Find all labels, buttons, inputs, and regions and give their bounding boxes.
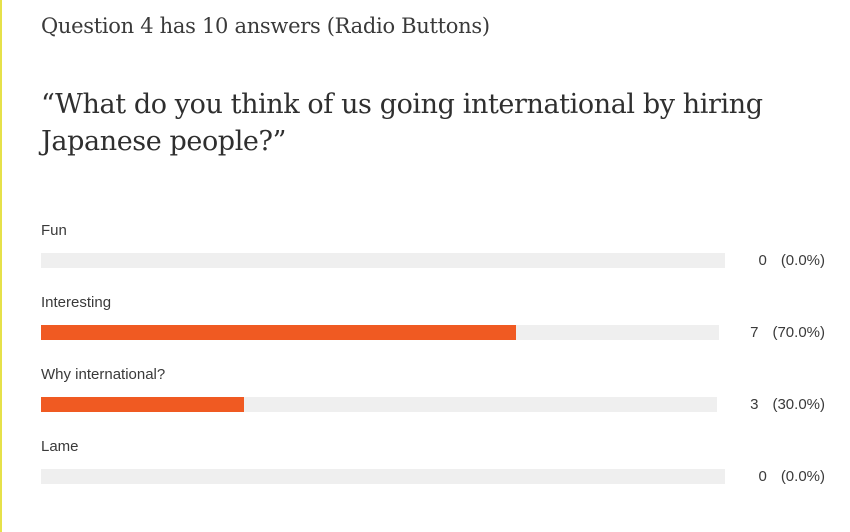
answer-bar-track — [41, 325, 719, 340]
answer-percent: (70.0%) — [772, 324, 825, 341]
answer-count: 0 — [758, 468, 767, 485]
answer-bar-track — [41, 397, 717, 412]
answer-row-lame: Lame 0 (0.0%) — [41, 434, 831, 506]
answer-row-why-international: Why international? 3 (30.0%) — [41, 362, 831, 434]
answer-count: 7 — [750, 324, 759, 341]
answer-results-list: Fun 0 (0.0%) Interesting 7 (70.0%) Why int… — [41, 218, 831, 506]
answer-bar-track — [41, 253, 725, 268]
answer-count: 3 — [750, 396, 759, 413]
answer-row-interesting: Interesting 7 (70.0%) — [41, 290, 831, 362]
answer-stats: 0 (0.0%) — [758, 468, 825, 485]
left-border-accent — [0, 0, 2, 532]
answer-percent: (0.0%) — [780, 468, 825, 485]
answer-count: 0 — [758, 252, 767, 269]
answer-label: Fun — [41, 222, 67, 239]
answer-label: Why international? — [41, 366, 166, 383]
answer-label: Interesting — [41, 294, 112, 311]
answer-bar-track — [41, 469, 725, 484]
answer-percent: (30.0%) — [772, 396, 825, 413]
answer-bar-fill — [41, 397, 244, 412]
answer-row-fun: Fun 0 (0.0%) — [41, 218, 831, 290]
answer-stats: 0 (0.0%) — [758, 252, 825, 269]
answer-stats: 7 (70.0%) — [750, 324, 825, 341]
answer-label: Lame — [41, 438, 79, 455]
answer-percent: (0.0%) — [780, 252, 825, 269]
question-header: Question 4 has 10 answers (Radio Buttons… — [41, 14, 490, 38]
question-text: “What do you think of us going internati… — [41, 89, 763, 157]
answer-stats: 3 (30.0%) — [750, 396, 825, 413]
answer-bar-fill — [41, 325, 516, 340]
